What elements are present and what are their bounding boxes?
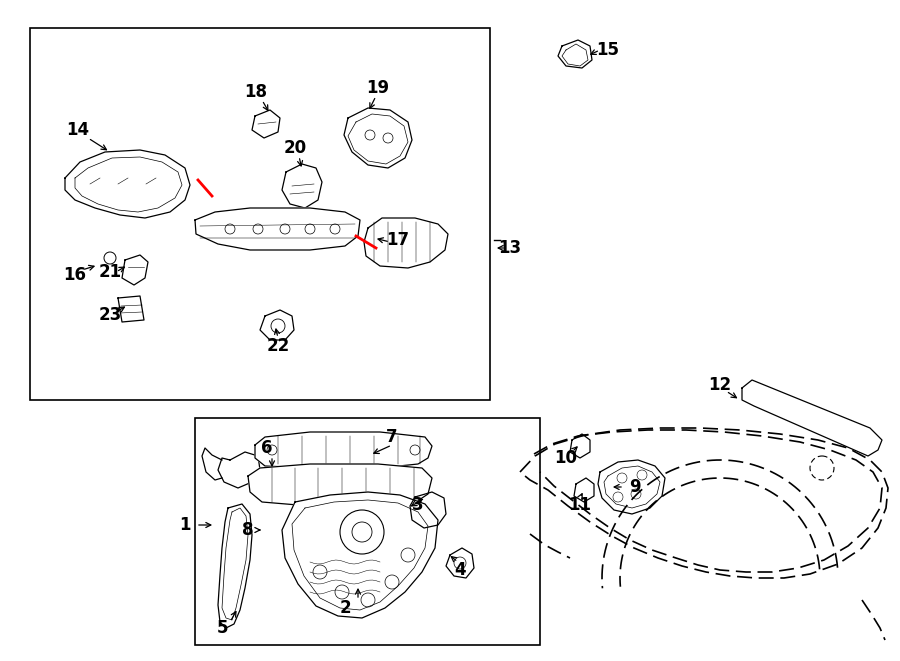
Bar (195, 418, 540, 645)
Text: 18: 18 (245, 83, 267, 101)
Polygon shape (282, 492, 438, 618)
Text: 15: 15 (597, 41, 619, 59)
Text: 9: 9 (629, 478, 641, 496)
Text: 3: 3 (412, 496, 424, 514)
Text: 17: 17 (386, 231, 410, 249)
Text: 14: 14 (67, 121, 90, 139)
Text: 19: 19 (366, 79, 390, 97)
Text: 13: 13 (499, 239, 522, 257)
Text: 16: 16 (64, 266, 86, 284)
Polygon shape (364, 218, 448, 268)
Text: 23: 23 (98, 306, 122, 324)
Text: 7: 7 (386, 428, 398, 446)
Text: 1: 1 (179, 516, 191, 534)
Text: 4: 4 (454, 561, 466, 579)
Polygon shape (255, 432, 432, 468)
Polygon shape (598, 460, 665, 514)
Text: 6: 6 (261, 439, 273, 457)
Text: 21: 21 (98, 263, 122, 281)
Polygon shape (742, 380, 882, 456)
Text: 8: 8 (242, 521, 254, 539)
Polygon shape (248, 464, 432, 506)
Text: 11: 11 (569, 496, 591, 514)
Text: 22: 22 (266, 337, 290, 355)
Text: 5: 5 (216, 619, 228, 637)
Polygon shape (195, 208, 360, 250)
Text: 10: 10 (554, 449, 578, 467)
Bar (30, 28, 490, 400)
Polygon shape (218, 504, 252, 628)
Text: 12: 12 (708, 376, 732, 394)
Text: 20: 20 (284, 139, 307, 157)
Text: 2: 2 (339, 599, 351, 617)
